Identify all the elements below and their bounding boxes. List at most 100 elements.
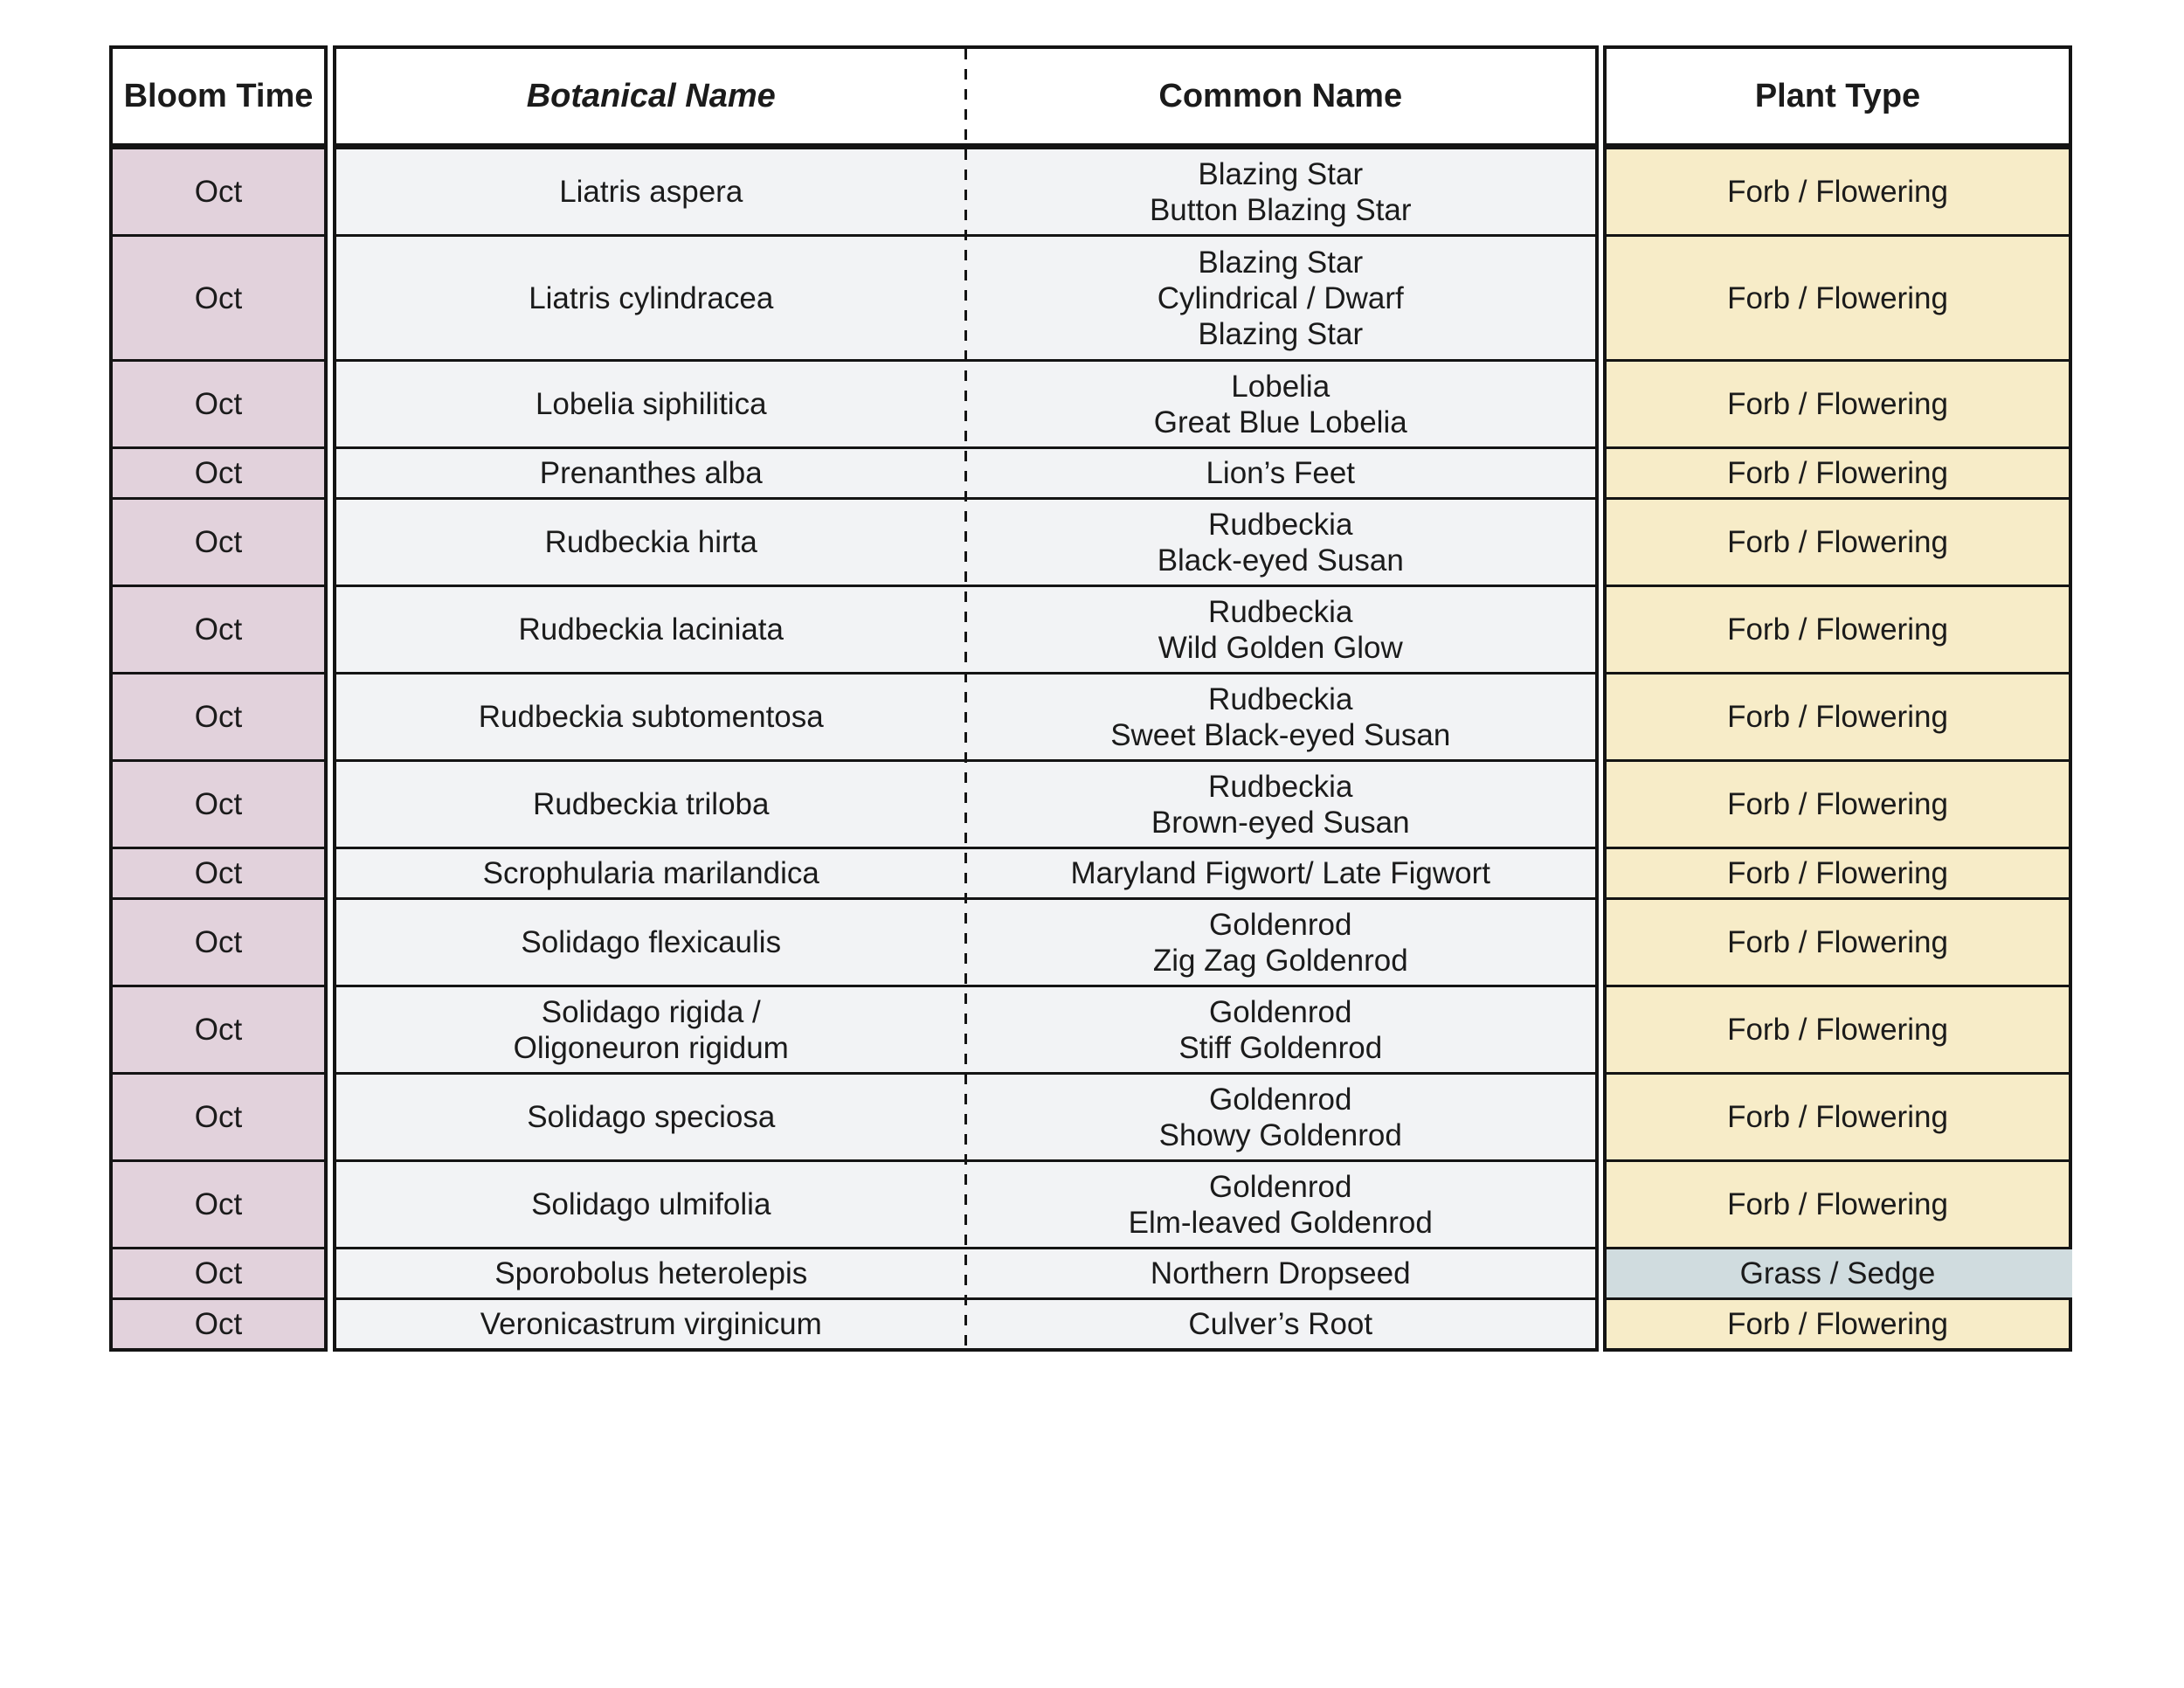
table-row: Oct (113, 897, 324, 985)
botanical-name-cell: Rudbeckia subtomentosa (336, 675, 966, 759)
table-row: Solidago flexicaulis Goldenrod Zig Zag Go… (336, 897, 1595, 985)
table-row: Forb / Flowering (1607, 759, 2069, 847)
botanical-name-cell: Lobelia siphilitica (336, 362, 966, 446)
botanical-name-cell: Prenanthes alba (336, 449, 966, 497)
table-row: Forb / Flowering (1607, 1297, 2069, 1348)
plant-type-header: Plant Type (1607, 49, 2069, 143)
table-row: Forb / Flowering (1607, 1072, 2069, 1159)
plant-type-cell: Forb / Flowering (1607, 449, 2069, 497)
botanical-name-cell: Rudbeckia laciniata (336, 587, 966, 672)
botanical-name-cell: Scrophularia marilandica (336, 849, 966, 897)
table-row: Forb / Flowering (1607, 359, 2069, 446)
plant-type-cell: Forb / Flowering (1607, 237, 2069, 359)
table-row: Oct (113, 847, 324, 897)
plant-type-cell: Forb / Flowering (1607, 362, 2069, 446)
botanical-name-cell: Liatris aspera (336, 149, 966, 234)
common-name-cell: Lobelia Great Blue Lobelia (965, 362, 1595, 446)
plant-type-cell: Forb / Flowering (1607, 849, 2069, 897)
common-name-cell: Rudbeckia Black-eyed Susan (965, 500, 1595, 585)
table-row: Oct (113, 497, 324, 585)
table-row: Veronicastrum virginicum Culver’s Root (336, 1297, 1595, 1348)
common-name-cell: Goldenrod Zig Zag Goldenrod (965, 900, 1595, 985)
table-row: Sporobolus heterolepis Northern Dropseed (336, 1247, 1595, 1297)
plant-type-cell: Forb / Flowering (1607, 149, 2069, 234)
plant-type-cell: Forb / Flowering (1607, 1300, 2069, 1348)
table-row: Oct (113, 446, 324, 497)
bloom-time-cell: Oct (113, 587, 324, 672)
plant-type-cell: Forb / Flowering (1607, 1162, 2069, 1247)
common-name-cell: Rudbeckia Brown-eyed Susan (965, 762, 1595, 847)
bloom-time-cell: Oct (113, 149, 324, 234)
bloom-time-cell: Oct (113, 762, 324, 847)
bloom-time-cell: Oct (113, 1300, 324, 1348)
plant-type-cell: Forb / Flowering (1607, 1075, 2069, 1159)
table-row: Oct (113, 985, 324, 1072)
bloom-time-table: Bloom Time Oct Oct Oct Oct Oct Oct Oct Oct Oct Oc… (109, 45, 2072, 1352)
botanical-name-cell: Rudbeckia triloba (336, 762, 966, 847)
common-name-cell: Maryland Figwort/ Late Figwort (965, 849, 1595, 897)
botanical-name-cell: Liatris cylindracea (336, 237, 966, 359)
botanical-name-cell: Solidago speciosa (336, 1075, 966, 1159)
common-name-header: Common Name (965, 49, 1595, 143)
plant-type-cell: Forb / Flowering (1607, 675, 2069, 759)
bloom-time-cell: Oct (113, 1075, 324, 1159)
bloom-time-cell: Oct (113, 237, 324, 359)
table-row: Forb / Flowering (1607, 672, 2069, 759)
common-name-cell: Rudbeckia Sweet Black-eyed Susan (965, 675, 1595, 759)
botanical-name-header: Botanical Name (336, 49, 966, 143)
bloom-time-column: Bloom Time Oct Oct Oct Oct Oct Oct Oct Oct Oct Oc… (109, 45, 328, 1352)
plant-type-cell: Forb / Flowering (1607, 587, 2069, 672)
common-name-cell: Goldenrod Stiff Goldenrod (965, 987, 1595, 1072)
table-row: Oct (113, 585, 324, 672)
table-row: Rudbeckia subtomentosa Rudbeckia Sweet Bl… (336, 672, 1595, 759)
bloom-time-cell: Oct (113, 1162, 324, 1247)
header-row: Plant Type (1607, 49, 2069, 149)
bloom-time-cell: Oct (113, 1249, 324, 1297)
table-row: Liatris aspera Blazing Star Button Blazin… (336, 149, 1595, 234)
common-name-cell: Culver’s Root (965, 1300, 1595, 1348)
bloom-time-cell: Oct (113, 987, 324, 1072)
plant-type-cell: Forb / Flowering (1607, 500, 2069, 585)
dashed-column-divider (964, 49, 967, 1348)
table-row: Oct (113, 1159, 324, 1247)
common-name-cell: Lion’s Feet (965, 449, 1595, 497)
common-name-cell: Northern Dropseed (965, 1249, 1595, 1297)
plant-type-cell: Forb / Flowering (1607, 987, 2069, 1072)
common-name-cell: Rudbeckia Wild Golden Glow (965, 587, 1595, 672)
table-row: Forb / Flowering (1607, 149, 2069, 234)
bloom-time-cell: Oct (113, 449, 324, 497)
plant-type-cell: Forb / Flowering (1607, 900, 2069, 985)
table-row: Liatris cylindracea Blazing Star Cylindri… (336, 234, 1595, 359)
table-row: Forb / Flowering (1607, 897, 2069, 985)
bloom-time-cell: Oct (113, 900, 324, 985)
plant-type-cell: Forb / Flowering (1607, 762, 2069, 847)
table-row: Oct (113, 234, 324, 359)
botanical-name-cell: Veronicastrum virginicum (336, 1300, 966, 1348)
common-name-cell: Blazing Star Button Blazing Star (965, 149, 1595, 234)
table-row: Grass / Sedge (1607, 1247, 2072, 1297)
table-row: Rudbeckia laciniata Rudbeckia Wild Golden… (336, 585, 1595, 672)
table-row: Oct (113, 672, 324, 759)
table-row: Rudbeckia hirta Rudbeckia Black-eyed Susa… (336, 497, 1595, 585)
header-row: Bloom Time (113, 49, 324, 149)
table-row: Forb / Flowering (1607, 234, 2069, 359)
botanical-name-cell: Solidago ulmifolia (336, 1162, 966, 1247)
common-name-cell: Goldenrod Elm-leaved Goldenrod (965, 1162, 1595, 1247)
botanical-name-cell: Solidago rigida / Oligoneuron rigidum (336, 987, 966, 1072)
bloom-time-cell: Oct (113, 362, 324, 446)
botanical-name-cell: Solidago flexicaulis (336, 900, 966, 985)
names-section: Botanical Name Common Name Liatris asper… (333, 45, 1599, 1352)
bloom-time-header: Bloom Time (113, 49, 324, 143)
table-row: Forb / Flowering (1607, 1159, 2069, 1247)
table-row: Solidago ulmifolia Goldenrod Elm-leaved G… (336, 1159, 1595, 1247)
table-row: Oct (113, 149, 324, 234)
plant-type-cell: Grass / Sedge (1607, 1249, 2072, 1297)
bloom-time-cell: Oct (113, 675, 324, 759)
table-row: Forb / Flowering (1607, 497, 2069, 585)
table-row: Rudbeckia triloba Rudbeckia Brown-eyed Su… (336, 759, 1595, 847)
bloom-time-cell: Oct (113, 849, 324, 897)
table-row: Oct (113, 1297, 324, 1348)
table-row: Oct (113, 759, 324, 847)
table-row: Forb / Flowering (1607, 446, 2069, 497)
table-row: Oct (113, 1072, 324, 1159)
